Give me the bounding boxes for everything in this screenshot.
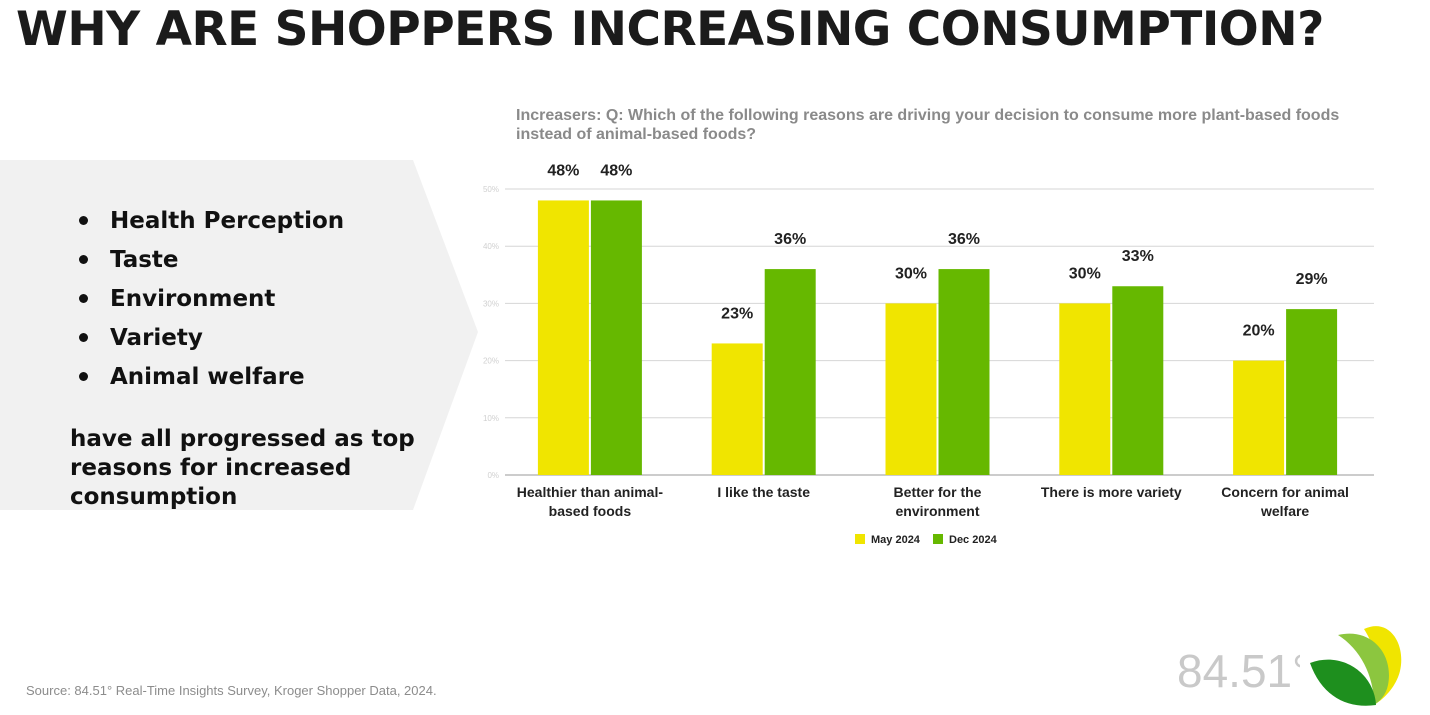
leaf-lightgreen [1338, 633, 1389, 705]
x-category-label: I like the taste [717, 484, 810, 500]
bar-dec-2024 [764, 269, 816, 475]
y-tick-label: 10% [483, 414, 499, 423]
bullet-icon [79, 294, 88, 303]
panel-shape [0, 160, 478, 510]
chart-question: Increasers: Q: Which of the following re… [516, 107, 1340, 143]
leaf-green [1310, 659, 1376, 706]
x-category-label: environment [895, 503, 979, 519]
bullet-icon [79, 255, 88, 264]
reason-label: Health Perception [110, 208, 345, 234]
y-tick-label: 20% [483, 357, 499, 366]
legend-label: Dec 2024 [949, 534, 998, 546]
reason-item: Health Perception [72, 205, 344, 244]
reason-item: Environment [72, 283, 344, 322]
y-tick-label: 50% [483, 185, 499, 194]
x-category-label: Better for the [894, 484, 982, 500]
bar-may-2024 [885, 303, 937, 475]
bullet-icon [79, 216, 88, 225]
data-label: 36% [948, 231, 980, 248]
bar-dec-2024 [1112, 286, 1164, 475]
reason-item: Taste [72, 244, 344, 283]
data-label: 36% [774, 231, 806, 248]
x-category-label: Healthier than animal- [517, 484, 664, 500]
y-tick-label: 40% [483, 242, 499, 251]
brand-wordmark-text: 84.51° [1177, 645, 1300, 695]
reason-label: Animal welfare [110, 364, 305, 390]
bar-may-2024 [711, 343, 763, 475]
reason-item: Animal welfare [72, 361, 344, 400]
summary-text: have all progressed as top reasons for i… [70, 426, 415, 510]
panel-arrow-shape [0, 160, 478, 510]
highlight-panel [0, 160, 480, 510]
bullet-icon [79, 372, 88, 381]
y-tick-label: 30% [483, 299, 499, 308]
legend-label: May 2024 [871, 534, 921, 546]
data-label: 48% [547, 162, 579, 179]
legend-swatch [855, 534, 865, 544]
x-category-label: There is more variety [1041, 484, 1182, 500]
reason-label: Environment [110, 286, 276, 312]
data-label: 29% [1296, 271, 1328, 288]
data-label: 30% [1069, 265, 1101, 282]
legend-swatch [933, 534, 943, 544]
reason-item: Variety [72, 322, 344, 361]
bar-dec-2024 [590, 200, 642, 475]
reason-label: Taste [110, 247, 179, 273]
bar-dec-2024 [1286, 309, 1338, 475]
leaf-logo-icon [1310, 626, 1402, 706]
data-label: 20% [1243, 323, 1275, 340]
bar-may-2024 [1059, 303, 1111, 475]
page-title: WHY ARE SHOPPERS INCREASING CONSUMPTION? [16, 2, 1324, 57]
x-category-label: based foods [549, 503, 632, 519]
bullet-icon [79, 333, 88, 342]
source-note: Source: 84.51° Real-Time Insights Survey… [26, 683, 437, 698]
brand-wordmark: 84.51° [1177, 645, 1300, 695]
y-tick-label: 0% [487, 471, 499, 480]
bar-may-2024 [537, 200, 589, 475]
reason-label: Variety [110, 325, 203, 351]
data-label: 33% [1122, 248, 1154, 265]
bar-dec-2024 [938, 269, 990, 475]
bar-may-2024 [1233, 360, 1285, 475]
reason-list: Health Perception Taste Environment Vari… [72, 205, 344, 400]
data-label: 48% [600, 162, 632, 179]
data-label: 23% [721, 305, 753, 322]
x-category-label: welfare [1260, 503, 1309, 519]
x-category-label: Concern for animal [1221, 484, 1349, 500]
data-label: 30% [895, 265, 927, 282]
